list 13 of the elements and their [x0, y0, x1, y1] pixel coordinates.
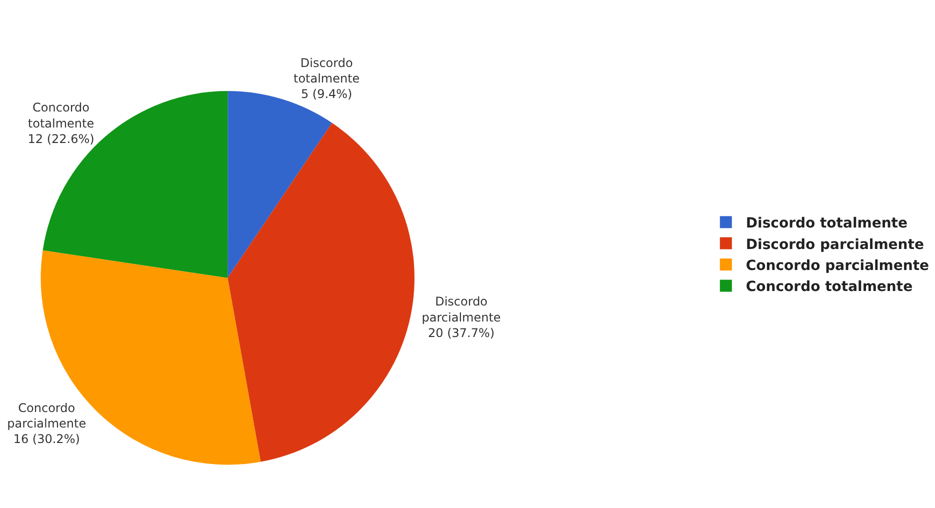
data-label: 12 (22.6%)	[28, 132, 94, 146]
pie-slice	[228, 122, 414, 462]
slice-label: Discordo totalmente	[293, 56, 360, 86]
slice-label: Concordo parcialmente	[7, 401, 86, 431]
slice-label: Discordo parcialmente	[422, 294, 501, 324]
legend-label: Discordo totalmente	[746, 216, 908, 232]
legend-label: Concordo totalmente	[746, 279, 913, 296]
data-label: 20 (37.7%)	[428, 326, 495, 340]
legend-label: Discordo parcialmente	[746, 236, 924, 253]
legend-label: Concordo parcialmente	[746, 258, 930, 274]
data-label: 5 (9.4%)	[300, 87, 352, 102]
data-label: 16 (30.2%)	[13, 432, 80, 446]
slice-label: Concordo totalmente	[28, 100, 94, 130]
